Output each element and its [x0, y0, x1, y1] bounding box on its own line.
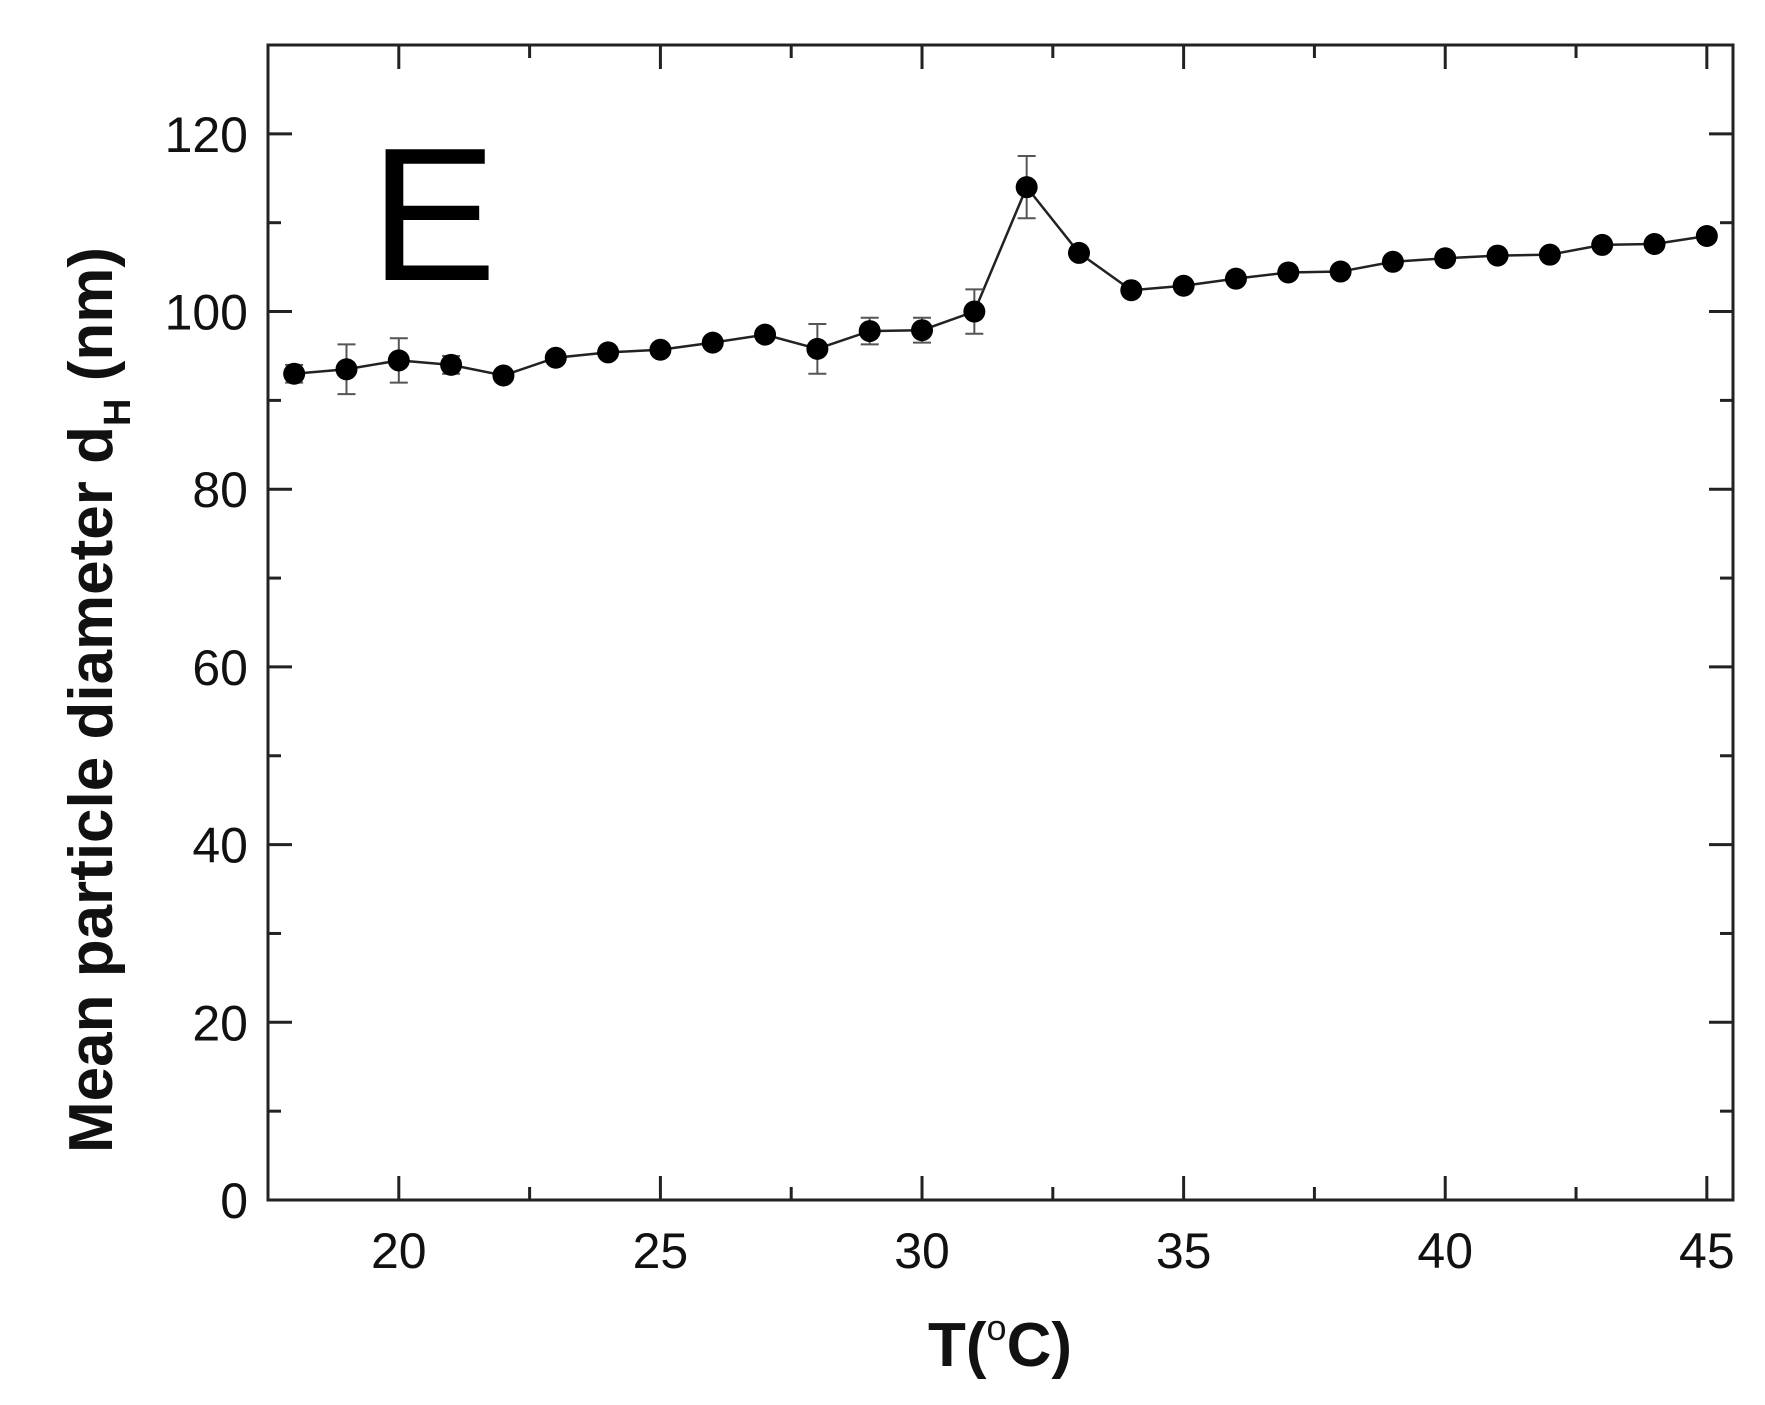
data-point	[858, 320, 881, 343]
y-tick-label: 120	[165, 107, 248, 163]
x-axis-title: T(oC)	[928, 1307, 1072, 1380]
data-series	[283, 155, 1718, 396]
data-point	[1538, 243, 1561, 266]
x-tick-label: 40	[1417, 1223, 1473, 1279]
axis-ticks	[266, 43, 1733, 1202]
data-point	[440, 353, 463, 376]
data-point	[1329, 260, 1352, 283]
y-tick-label: 60	[192, 640, 248, 696]
data-point	[492, 364, 515, 387]
series-line	[294, 184, 1708, 377]
data-point	[701, 331, 724, 354]
x-tick-label: 30	[894, 1223, 950, 1279]
y-tick-label: 100	[165, 285, 248, 341]
data-point	[544, 346, 567, 369]
data-point	[597, 341, 620, 364]
y-tick-label: 80	[192, 462, 248, 518]
x-tick-label: 20	[371, 1223, 427, 1279]
data-point	[387, 349, 410, 372]
data-point	[1224, 267, 1247, 290]
x-axis-title-main: T(	[928, 1311, 987, 1380]
data-point	[335, 358, 358, 381]
data-point	[1434, 247, 1457, 270]
x-axis-title-unit: C)	[1007, 1311, 1072, 1380]
x-tick-label: 35	[1156, 1223, 1212, 1279]
y-axis-title-main: Mean particle diameter d	[57, 426, 126, 1153]
data-point	[1695, 225, 1718, 248]
x-tick-label: 45	[1679, 1223, 1735, 1279]
data-point	[1486, 244, 1509, 267]
data-point	[283, 362, 306, 385]
data-point	[1120, 279, 1143, 302]
data-point	[1643, 233, 1666, 256]
tick-labels: 20 25 30 35 40 45 0 20 40 60 80 100 120	[165, 107, 1735, 1279]
y-axis-title-subscript: H	[97, 399, 139, 426]
data-point	[911, 319, 934, 342]
y-tick-label: 0	[220, 1173, 248, 1229]
data-point	[1172, 274, 1195, 297]
y-axis-title: Mean particle diameter dH (nm)	[57, 247, 139, 1153]
data-point	[963, 300, 986, 323]
data-point	[754, 323, 777, 346]
y-axis-title-unit: (nm)	[57, 247, 126, 399]
data-point	[1015, 176, 1038, 199]
x-axis-title-degree: o	[987, 1307, 1007, 1348]
y-tick-label: 40	[192, 818, 248, 874]
data-point	[806, 337, 829, 360]
data-point	[649, 338, 672, 361]
data-point	[1277, 261, 1300, 284]
plot-frame	[266, 43, 1735, 1202]
x-tick-label: 25	[633, 1223, 689, 1279]
y-tick-label: 20	[192, 995, 248, 1051]
data-point	[1591, 233, 1614, 256]
panel-label: E	[370, 109, 497, 321]
data-point	[1067, 241, 1090, 264]
data-point	[1381, 250, 1404, 273]
